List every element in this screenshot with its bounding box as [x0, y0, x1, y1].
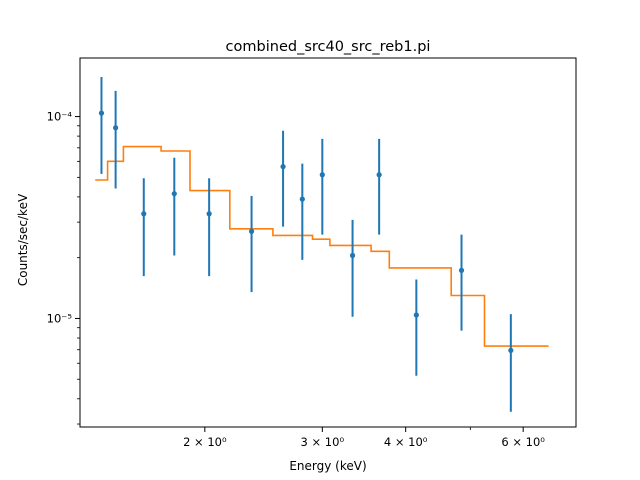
data-point-10 [376, 172, 382, 178]
x-tick-label-3: 6 × 10⁰ [501, 435, 545, 449]
data-point-12 [458, 267, 465, 273]
data-point-3 [171, 191, 177, 197]
data-point-9 [349, 252, 356, 259]
model-step-line [95, 145, 549, 347]
data-point-11 [413, 312, 419, 318]
series-group [95, 77, 549, 412]
data-point-8 [319, 172, 325, 178]
data-point-4 [206, 211, 212, 217]
y-axis-ticks: 10⁻⁴ 10⁻⁵ [47, 110, 80, 425]
plot-frame [79, 57, 577, 428]
chart-title: combined_src40_src_reb1.pi [226, 39, 431, 55]
data-point-0 [98, 110, 105, 116]
y-tick-label-0: 10⁻⁴ [47, 110, 73, 124]
data-point-5 [248, 228, 255, 234]
data-point-7 [299, 196, 305, 202]
data-point-1 [113, 125, 119, 131]
x-axis-ticks: 2 × 10⁰ 3 × 10⁰ 4 × 10⁰ 6 × 10⁰ [183, 427, 545, 449]
data-point-13 [508, 347, 514, 353]
x-tick-label-0: 2 × 10⁰ [183, 435, 227, 449]
x-axis-label: Energy (keV) [289, 459, 366, 473]
data-point-6 [280, 164, 286, 170]
x-tick-label-1: 3 × 10⁰ [301, 435, 345, 449]
data-point-2 [141, 211, 147, 217]
x-tick-label-2: 4 × 10⁰ [384, 435, 428, 449]
y-axis-label: Counts/sec/keV [16, 193, 30, 286]
y-tick-label-1: 10⁻⁵ [47, 311, 73, 325]
